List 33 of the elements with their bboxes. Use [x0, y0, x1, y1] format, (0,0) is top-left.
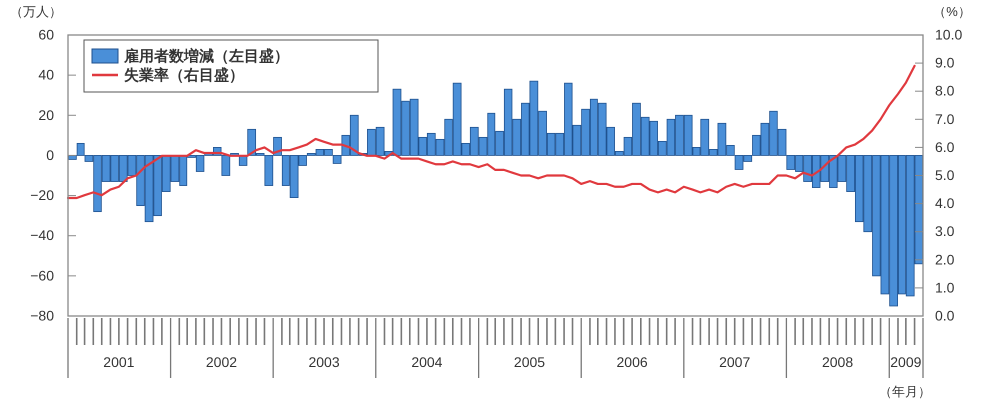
- y2-tick-label: 8.0: [935, 82, 955, 99]
- y2-tick-label: 5.0: [935, 166, 955, 183]
- y-tick-label: 20: [38, 106, 54, 123]
- x-tick-label: 2007: [719, 354, 750, 370]
- y-tick-label: −80: [30, 307, 54, 324]
- y2-tick-label: 3.0: [935, 223, 955, 240]
- y-tick-label: 0: [46, 146, 54, 163]
- y2-tick-label: 0.0: [935, 307, 955, 324]
- x-tick-label: 2001: [103, 354, 135, 370]
- y2-tick-label: 7.0: [935, 110, 955, 127]
- y-tick-label: 40: [38, 66, 54, 83]
- y-tick-label: −20: [30, 187, 54, 204]
- y2-tick-label: 10.0: [935, 26, 962, 42]
- y2-axis-title: （%）: [933, 4, 971, 19]
- y-tick-label: 60: [38, 26, 54, 42]
- x-tick-label: 2009: [890, 354, 922, 370]
- x-tick-label: 2005: [514, 354, 546, 370]
- legend-label: 失業率（右目盛）: [124, 66, 244, 84]
- y-tick-label: −40: [30, 227, 54, 244]
- y2-tick-label: 9.0: [935, 54, 955, 71]
- x-tick-label: 2004: [411, 354, 443, 370]
- x-tick-label: 2002: [206, 354, 238, 370]
- y-axis-title: （万人）: [10, 4, 62, 19]
- x-tick-label: 2006: [616, 354, 648, 370]
- x-tick-label: 2008: [822, 354, 854, 370]
- y2-tick-label: 6.0: [935, 138, 955, 155]
- y2-tick-label: 1.0: [935, 279, 955, 296]
- x-tick-label: 2003: [308, 354, 340, 370]
- y2-tick-label: 2.0: [935, 251, 955, 268]
- legend-label: 雇用者数増減（左目盛）: [123, 47, 289, 65]
- x-axis-title: （年月）: [879, 384, 931, 399]
- y-tick-label: −60: [30, 267, 54, 284]
- y2-tick-label: 4.0: [935, 195, 955, 212]
